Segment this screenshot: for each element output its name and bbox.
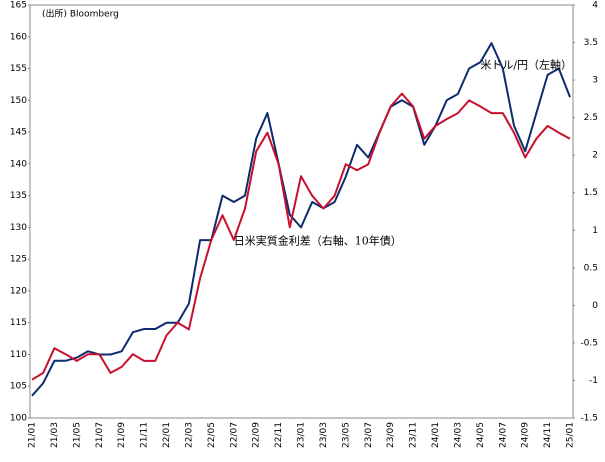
y2-tick-label: -1.5 bbox=[580, 414, 598, 424]
y2-tick-label: 1.5 bbox=[584, 188, 598, 198]
y-tick-label: 150 bbox=[10, 96, 27, 106]
y2-tick-label: 3.5 bbox=[584, 38, 598, 48]
x-tick-label: 24/03 bbox=[453, 422, 463, 448]
y2-tick-label: -0.5 bbox=[580, 338, 598, 348]
annotation: 日米実質金利差（右軸、10年債） bbox=[234, 234, 402, 248]
y-tick-label: 155 bbox=[10, 64, 27, 74]
y2-tick-label: 3 bbox=[592, 76, 598, 86]
x-tick-label: 23/07 bbox=[364, 422, 374, 448]
x-tick-label: 22/01 bbox=[162, 422, 172, 448]
plot-frame bbox=[29, 4, 574, 419]
x-tick-label: 23/09 bbox=[386, 422, 396, 448]
y-tick-label: 130 bbox=[10, 223, 27, 233]
x-tick-label: 23/11 bbox=[409, 422, 419, 448]
x-tick-label: 22/09 bbox=[252, 422, 262, 448]
x-tick-label: 21/05 bbox=[72, 422, 82, 448]
x-tick-label: 21/11 bbox=[140, 422, 150, 448]
x-tick-label: 23/01 bbox=[297, 422, 307, 448]
x-tick-label: 23/05 bbox=[341, 422, 351, 448]
annotation: 米ドル/円（左軸） bbox=[480, 57, 572, 71]
source-note: (出所) Bloomberg bbox=[42, 8, 119, 20]
y2-tick-label: 0.5 bbox=[584, 263, 598, 273]
y-tick-label: 145 bbox=[10, 128, 27, 138]
y2-tick-label: 2 bbox=[592, 151, 598, 161]
y-tick-label: 100 bbox=[10, 414, 27, 424]
y2-tick-label: 2.5 bbox=[584, 113, 598, 123]
y2-tick-label: 4 bbox=[592, 1, 598, 11]
x-tick-label: 21/07 bbox=[95, 422, 105, 448]
x-tick-label: 22/07 bbox=[229, 422, 239, 448]
y-tick-label: 115 bbox=[10, 318, 27, 328]
x-tick-label: 21/03 bbox=[50, 422, 60, 448]
x-tick-label: 25/01 bbox=[566, 422, 576, 448]
y2-tick-label: -1 bbox=[589, 376, 598, 386]
y2-tick-label: 1 bbox=[592, 226, 598, 236]
y-tick-label: 120 bbox=[10, 286, 27, 296]
x-tick-label: 24/11 bbox=[543, 422, 553, 448]
series-line bbox=[31, 92, 571, 381]
x-tick-label: 23/03 bbox=[319, 422, 329, 448]
y-tick-label: 135 bbox=[10, 191, 27, 201]
x-tick-label: 24/07 bbox=[498, 422, 508, 448]
y-tick-label: 125 bbox=[10, 255, 27, 265]
y-tick-label: 160 bbox=[10, 32, 27, 42]
x-tick-label: 24/09 bbox=[521, 422, 531, 448]
y2-tick-label: 0 bbox=[592, 301, 598, 311]
x-tick-label: 24/05 bbox=[476, 422, 486, 448]
y-tick-label: 110 bbox=[10, 350, 27, 360]
y-tick-label: 165 bbox=[10, 1, 27, 11]
x-tick-label: 22/05 bbox=[207, 422, 217, 448]
x-tick-label: 24/01 bbox=[431, 422, 441, 448]
x-tick-label: 21/09 bbox=[117, 422, 127, 448]
y-tick-label: 140 bbox=[10, 159, 27, 169]
y-tick-label: 105 bbox=[10, 382, 27, 392]
x-tick-label: 21/01 bbox=[28, 422, 38, 448]
series-line bbox=[31, 42, 571, 397]
x-tick-label: 22/11 bbox=[274, 422, 284, 448]
x-tick-label: 22/03 bbox=[184, 422, 194, 448]
